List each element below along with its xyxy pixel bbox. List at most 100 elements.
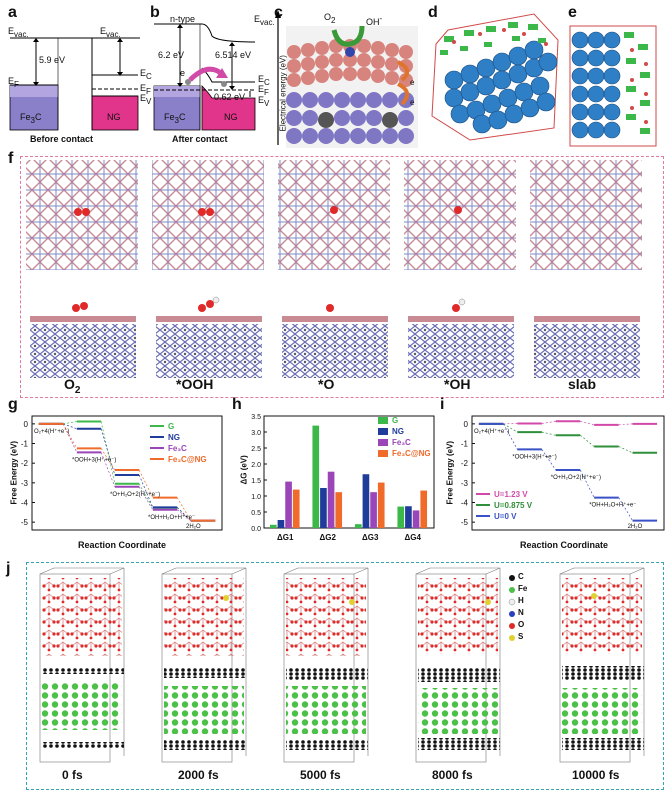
x-tick-label: ΔG1	[277, 533, 294, 542]
legend-o: O	[518, 620, 525, 629]
structure-label-slab: slab	[568, 376, 597, 392]
chart-g-ylabel: Free Energy (eV)	[9, 440, 19, 505]
legend-label: NG	[168, 433, 180, 442]
panel-e-label: e	[568, 4, 577, 21]
bar	[312, 425, 320, 528]
md-snapshots	[39, 567, 645, 763]
electron-c1: e	[410, 78, 415, 87]
energy-connector	[138, 469, 154, 498]
bar	[362, 474, 370, 528]
panel-c: c O2 OH- e e Electrical energy (eV)	[272, 0, 424, 150]
y-tick-label: -3	[461, 479, 469, 488]
chart-g: 0 -1 -2 -3 -4 -5 O₂+4(H⁺+e⁻) *OOH+3(H⁺+e⁻) *O+H₂…	[21, 415, 223, 531]
bar	[420, 490, 428, 528]
bar	[354, 524, 362, 528]
panel-f: f	[0, 150, 672, 400]
energy-connector	[580, 434, 595, 447]
legend-label: G	[168, 422, 174, 431]
plot-frame	[31, 415, 223, 531]
time-8000: 8000 fs	[432, 768, 473, 782]
ec-label-b: EC	[258, 74, 270, 87]
energy-connector	[176, 507, 192, 521]
step-label: 2H₂O	[628, 524, 643, 530]
ntype-label: n-type	[170, 14, 196, 24]
structure-label-ooh: *OOH	[176, 376, 214, 392]
energy-connector	[618, 497, 633, 521]
step-label: *O+H₂O+2(H⁺+e⁻)	[551, 474, 601, 481]
o2-label: O2	[324, 12, 336, 25]
work-function-right-b: 6.514 eV	[215, 50, 252, 60]
legend-fe: Fe	[518, 584, 528, 593]
x-tick-label: ΔG4	[405, 533, 422, 542]
energy-connector	[176, 509, 192, 521]
y-tick-label: 1.5	[251, 478, 261, 485]
ev-label: EV	[140, 93, 152, 106]
chart-h: 0.0 0.5 1.0 1.5 2.0 2.5 3.0 3.5 ΔG1 ΔG2 ΔG3 ΔG4 G NG F…	[251, 414, 435, 542]
chart-h-ylabel: ΔG (eV)	[239, 455, 249, 485]
band-diagram-after	[153, 23, 256, 131]
energy-connector	[618, 446, 633, 454]
after-contact-caption: After contact	[172, 134, 228, 144]
energy-connector	[63, 421, 77, 425]
y-tick-label: 2.0	[251, 462, 261, 469]
chart-i-xlabel: Reaction Coordinate	[520, 540, 609, 550]
step-label: *OH+H₂O+H⁺+e⁻	[148, 514, 195, 521]
before-contact-caption: Before contact	[30, 134, 94, 144]
legend-c: C	[518, 572, 524, 581]
legend-label: U=0 V	[494, 512, 517, 521]
legend-swatch	[378, 439, 388, 446]
step-label: *OOH+3(H⁺+e⁻)	[512, 453, 556, 460]
bar	[277, 520, 285, 528]
ef-right-label: EF	[140, 83, 151, 96]
y-tick-label: 0	[24, 420, 29, 429]
energy-connector	[579, 469, 595, 498]
adsorption-structures	[26, 160, 642, 378]
charge-density-box-3d	[431, 13, 559, 141]
panel-a: a Evac. Evac. 5.9 eV EF EC EF EV Fe3C NG…	[0, 0, 152, 150]
panel-b: b n-type Evac. 6.2 eV 6.514 eV EC EF 0.6…	[150, 0, 275, 150]
energy-connector	[138, 474, 154, 508]
step-label: O₂+4(H⁺+e⁻)	[34, 428, 69, 435]
x-tick-label: ΔG3	[362, 533, 379, 542]
y-tick-label: 3.0	[251, 430, 261, 437]
oh-label: OH-	[366, 14, 383, 27]
panel-f-frame	[20, 156, 664, 398]
x-tick-label: ΔG2	[320, 533, 337, 542]
structure-label-o2: O2	[64, 376, 81, 396]
work-function-left: 5.9 eV	[39, 55, 66, 65]
legend-swatch	[378, 450, 388, 457]
legend-n: N	[518, 608, 524, 617]
bar	[335, 492, 343, 528]
charge-density-side-view	[569, 25, 657, 147]
energy-connector	[62, 423, 78, 449]
chart-g-xlabel: Reaction Coordinate	[78, 540, 167, 550]
ec-label: EC	[140, 68, 152, 81]
energy-connector	[138, 486, 154, 510]
gap-label: 0.62 eV	[214, 92, 246, 102]
surface-model-illustration	[275, 10, 418, 148]
time-2000: 2000 fs	[178, 768, 219, 782]
panel-a-label: a	[8, 4, 17, 21]
structure-label-o: *O	[318, 376, 335, 392]
ef-label-b: EF	[258, 84, 269, 97]
y-tick-label: 0.5	[251, 510, 261, 517]
legend-label: U=0.875 V	[494, 501, 533, 510]
step-label: *O+H₂O+2(H⁺+e⁻)	[110, 491, 160, 498]
energy-connector	[541, 420, 556, 424]
bar	[370, 492, 377, 528]
step-label: *OOH+3(H⁺+e⁻)	[72, 456, 116, 463]
legend-label: Fe₃C	[168, 444, 187, 453]
band-diagram-before	[9, 37, 140, 131]
panel-h-label: h	[232, 396, 242, 413]
ng-label-b: NG	[224, 112, 238, 122]
legend-label: Fe₃C	[392, 438, 411, 447]
legend-label: NG	[392, 427, 404, 436]
plot-frame	[471, 415, 665, 531]
chart-i-ylabel: Free Energy (eV)	[445, 440, 455, 505]
legend-label: Fe₃C@NG	[168, 455, 207, 464]
energy-connector	[580, 420, 595, 426]
panel-g: g 0 -1 -2 -3 -4 -5 O₂+4(H⁺+e⁻) *OOH+3(H⁺+e⁻) *O+…	[0, 396, 232, 556]
energy-connector	[100, 421, 116, 484]
plot-frame	[263, 415, 435, 529]
evac-label-b: Evac.	[254, 14, 275, 27]
